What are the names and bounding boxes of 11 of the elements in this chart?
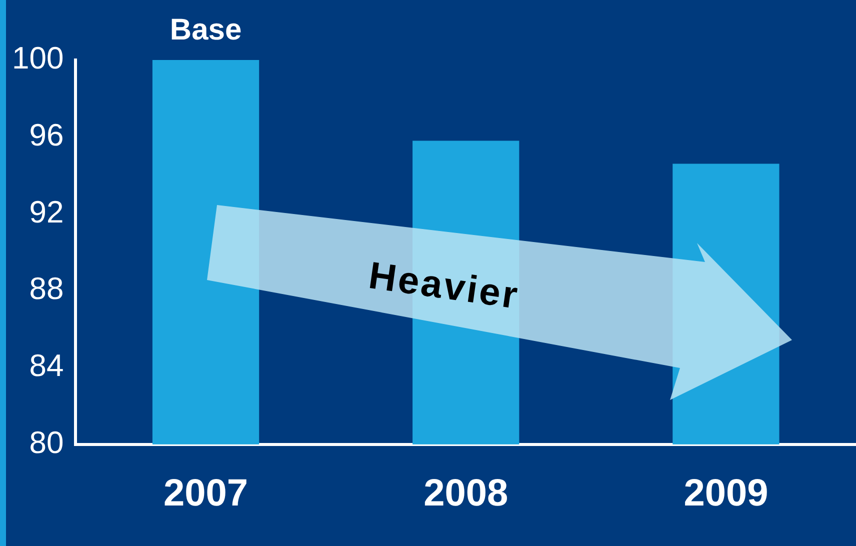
- y-tick-label: 88: [29, 271, 64, 306]
- y-tick-label: 96: [29, 117, 64, 152]
- x-tick-label: 2008: [424, 472, 508, 515]
- x-tick-label: 2009: [684, 472, 768, 515]
- y-tick-label: 80: [29, 424, 64, 460]
- y-tick-label: 84: [29, 348, 64, 384]
- y-tick-label: 100: [12, 40, 64, 76]
- annotation: Base: [170, 13, 242, 46]
- annotation: Heavier: [366, 255, 522, 319]
- x-tick-label: 2007: [163, 472, 248, 515]
- y-tick-label: 92: [29, 194, 64, 230]
